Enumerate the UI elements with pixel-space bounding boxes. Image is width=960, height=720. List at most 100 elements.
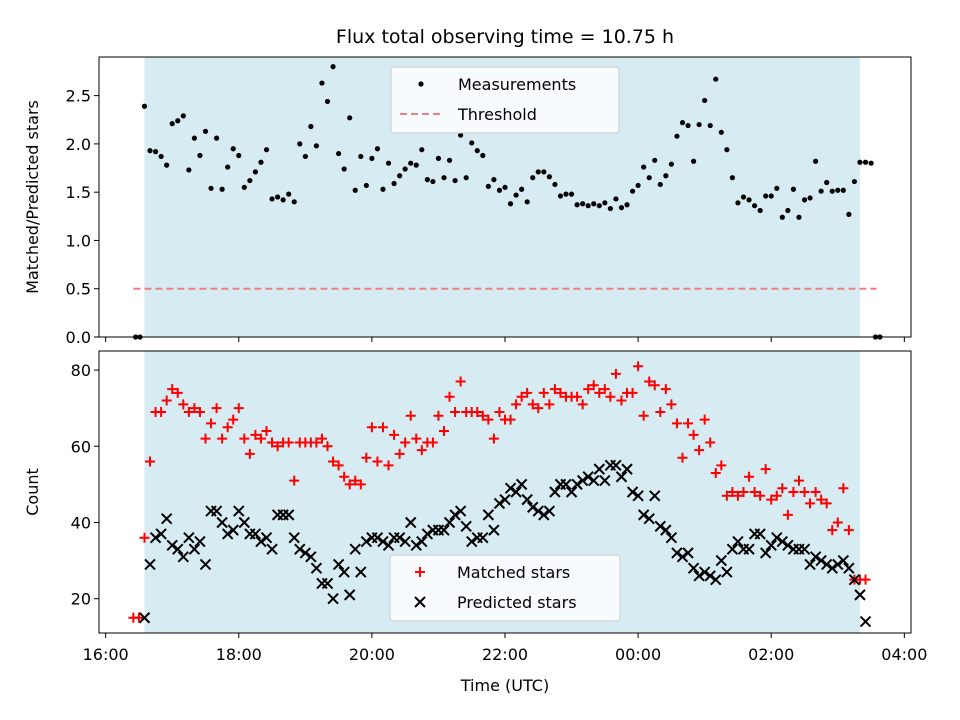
measurement-point bbox=[596, 203, 602, 209]
count-panel-frame bbox=[98, 350, 912, 634]
predicted-star-marker bbox=[172, 543, 184, 555]
predicted-star-marker bbox=[532, 505, 544, 517]
matched-star-marker bbox=[610, 368, 621, 379]
matched-star-marker bbox=[372, 456, 383, 467]
matched-star-marker bbox=[389, 429, 400, 440]
matched-star-marker bbox=[361, 452, 372, 463]
measurement-point bbox=[740, 194, 747, 200]
measurement-point bbox=[763, 193, 769, 199]
matched-star-marker bbox=[843, 525, 854, 536]
predicted-star-marker bbox=[837, 554, 850, 567]
predicted-star-marker bbox=[166, 539, 178, 552]
matched-star-marker bbox=[156, 406, 167, 417]
matched-star-marker bbox=[527, 399, 538, 410]
measurement-point bbox=[496, 187, 503, 193]
matched-star-marker bbox=[799, 487, 810, 497]
predicted-star-marker bbox=[576, 474, 589, 487]
predicted-star-marker bbox=[660, 524, 672, 536]
measurement-point bbox=[813, 158, 819, 164]
measurement-point bbox=[219, 186, 225, 192]
measurement-point bbox=[613, 196, 619, 202]
measurement-point bbox=[269, 196, 275, 202]
legend-box bbox=[390, 66, 620, 134]
matched-star-marker bbox=[444, 391, 455, 402]
predicted-star-marker bbox=[582, 471, 594, 483]
predicted-star-marker bbox=[599, 474, 611, 487]
measurement-point bbox=[186, 167, 192, 173]
measurement-point bbox=[851, 178, 858, 185]
measurement-point bbox=[552, 181, 558, 188]
matched-star-marker bbox=[588, 380, 599, 391]
measurement-point bbox=[624, 202, 630, 208]
matched-star-marker bbox=[400, 437, 411, 448]
measurement-point bbox=[424, 177, 430, 183]
measurement-point bbox=[768, 193, 774, 199]
measurement-point bbox=[485, 183, 491, 189]
y-tick-label: 1.0 bbox=[66, 231, 91, 250]
measurement-point bbox=[241, 184, 247, 190]
measurement-point bbox=[757, 207, 763, 214]
predicted-star-marker bbox=[255, 535, 267, 548]
predicted-star-marker bbox=[405, 516, 417, 529]
measurement-point bbox=[158, 153, 164, 160]
measurement-point bbox=[441, 175, 447, 181]
matched-star-marker bbox=[788, 487, 799, 497]
predicted-star-marker bbox=[310, 562, 323, 574]
measurement-point bbox=[280, 197, 286, 203]
count-legend: Matched stars Predicted stars bbox=[389, 554, 621, 622]
measurement-point bbox=[652, 157, 658, 163]
measurement-point bbox=[663, 173, 669, 179]
matched-star-marker bbox=[805, 498, 816, 509]
measurement-point bbox=[247, 177, 253, 184]
predicted-star-marker bbox=[560, 478, 572, 491]
matched-star-marker bbox=[167, 384, 178, 395]
predicted-star-marker bbox=[399, 535, 411, 548]
ratio-axes-ticks: 0.0 0.5 1.0 1.5 2.0 2.5 bbox=[66, 87, 905, 347]
predicted-star-marker bbox=[543, 505, 556, 517]
predicted-star-marker bbox=[194, 535, 206, 548]
predicted-star-marker bbox=[588, 474, 600, 487]
x-tick-label: 04:00 bbox=[881, 645, 927, 664]
predicted-star-marker bbox=[260, 532, 273, 544]
y-tick-label: 80 bbox=[71, 361, 91, 380]
matched-star-marker bbox=[211, 403, 222, 414]
matched-star-marker bbox=[732, 490, 743, 501]
measurement-point bbox=[458, 132, 464, 138]
measurement-point bbox=[824, 179, 830, 186]
predicted-star-marker bbox=[798, 543, 811, 555]
matched-star-marker bbox=[316, 433, 327, 444]
predicted-star-marker bbox=[698, 566, 711, 578]
measurement-point bbox=[408, 160, 414, 166]
measurement-point bbox=[413, 162, 419, 168]
legend-marker-matched bbox=[415, 567, 425, 577]
measurement-point bbox=[519, 186, 525, 192]
predicted-star-marker bbox=[327, 592, 339, 605]
measurement-point bbox=[474, 148, 480, 154]
y-tick-label: 0.5 bbox=[66, 280, 91, 299]
matched-star-marker bbox=[511, 399, 522, 410]
matched-star-marker bbox=[483, 414, 494, 425]
predicted-star-marker bbox=[549, 486, 561, 498]
measurement-point bbox=[297, 141, 303, 147]
measurement-point bbox=[591, 201, 597, 207]
matched-star-marker bbox=[161, 395, 172, 406]
matched-star-marker bbox=[821, 498, 832, 509]
matched-star-marker bbox=[311, 437, 322, 448]
matched-star-marker bbox=[377, 422, 388, 433]
predicted-star-marker bbox=[665, 532, 678, 544]
matched-star-marker bbox=[472, 406, 483, 417]
matched-star-marker bbox=[694, 445, 705, 456]
measurement-point bbox=[868, 160, 874, 166]
predicted-star-marker bbox=[643, 512, 655, 525]
y-tick-label: 60 bbox=[71, 437, 91, 456]
matched-star-marker bbox=[577, 399, 588, 410]
predicted-star-marker bbox=[449, 509, 461, 521]
measurement-point bbox=[347, 115, 353, 121]
predicted-star-marker bbox=[510, 486, 522, 498]
matched-star-marker bbox=[793, 475, 804, 486]
measurement-point bbox=[718, 129, 724, 135]
measurement-point bbox=[724, 147, 730, 153]
x-axis-label: Time (UTC) bbox=[460, 676, 549, 695]
matched-star-marker bbox=[411, 433, 422, 444]
